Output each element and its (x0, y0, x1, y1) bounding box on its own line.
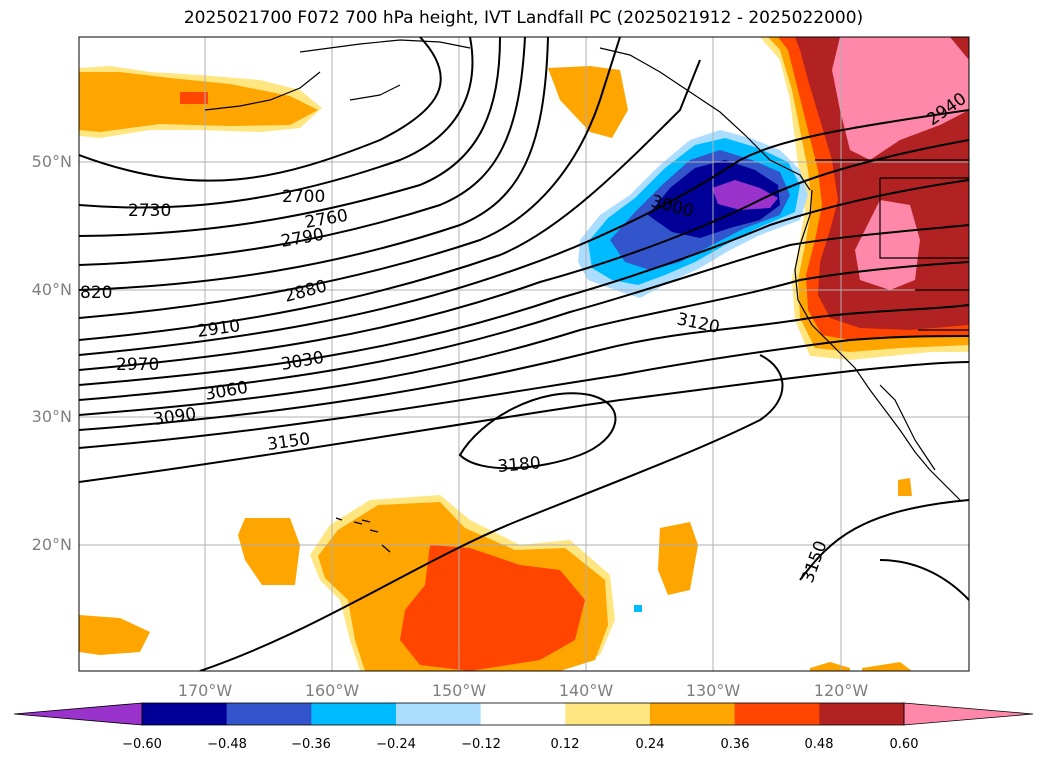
coastlines (204, 39, 969, 553)
contour-3150-north (79, 361, 969, 483)
colorbar-cell (311, 703, 397, 725)
lat-label: 40°N (31, 280, 72, 299)
colorbar-tick: −0.12 (461, 737, 501, 752)
ivt-positive-shading (79, 37, 969, 671)
shade-pink-max (832, 37, 969, 160)
map-border (78, 36, 970, 672)
colorbar-cell (226, 703, 312, 725)
shade-small-5 (862, 662, 912, 671)
contour-label: 2730 (128, 201, 171, 221)
colorbar-tick: −0.48 (207, 737, 247, 752)
height-contours (79, 37, 969, 671)
lon-label: 140°W (558, 681, 614, 700)
colorbar-tick: 0.48 (804, 737, 834, 752)
ivt-negative-shading (578, 130, 808, 298)
contour-label: 2970 (116, 355, 159, 375)
shade-gulf-alaska (548, 66, 628, 138)
colorbar-tick: −0.60 (122, 737, 162, 752)
shade-small-6 (898, 478, 912, 496)
colorbar-tick: −0.24 (376, 737, 416, 752)
lon-label: 160°W (304, 681, 360, 700)
shade-small-3 (79, 615, 150, 655)
colorbar-tick: 0.36 (720, 737, 750, 752)
lon-label: 130°W (685, 681, 741, 700)
colorbar-cell (396, 703, 482, 725)
hawaii-islands (335, 517, 391, 553)
colorbar (13, 702, 1034, 726)
contour-label: 3180 (497, 453, 542, 477)
contour-label: 2700 (282, 187, 325, 207)
contour-label: 820 (80, 283, 112, 303)
colorbar-cell (565, 703, 651, 725)
lat-label: 20°N (31, 535, 72, 554)
us-borders (815, 159, 969, 331)
lon-label: 170°W (177, 681, 233, 700)
lat-label: 30°N (31, 407, 72, 426)
colorbar-cell (480, 703, 566, 725)
shade-small-2 (658, 522, 698, 595)
map-title: 2025021700 F072 700 hPa height, IVT Land… (183, 8, 864, 28)
contour-3150-south (199, 354, 784, 671)
lon-label: 120°W (813, 681, 869, 700)
lon-label: 150°W (431, 681, 487, 700)
colorbar-cell (142, 703, 228, 725)
graticule (79, 37, 969, 671)
shade-purple-max (712, 180, 778, 210)
colorbar-extend-min (13, 702, 143, 726)
colorbar-cell (819, 703, 905, 725)
colorbar-extend-max (903, 702, 1034, 726)
alaska-coast (204, 39, 811, 191)
colorbar-cell (650, 703, 736, 725)
colorbar-cell (734, 703, 820, 725)
west-coast (794, 189, 961, 501)
colorbar-tick: 0.12 (550, 737, 580, 752)
colorbar-tick: 0.60 (889, 737, 919, 752)
lat-label: 50°N (31, 152, 72, 171)
shade-small-4 (810, 662, 850, 671)
colorbar-tick: −0.36 (291, 737, 331, 752)
colorbar-tick: 0.24 (635, 737, 665, 752)
map-plot-area (79, 37, 969, 671)
shade-small-1 (238, 518, 300, 585)
contour-3180 (458, 392, 617, 470)
